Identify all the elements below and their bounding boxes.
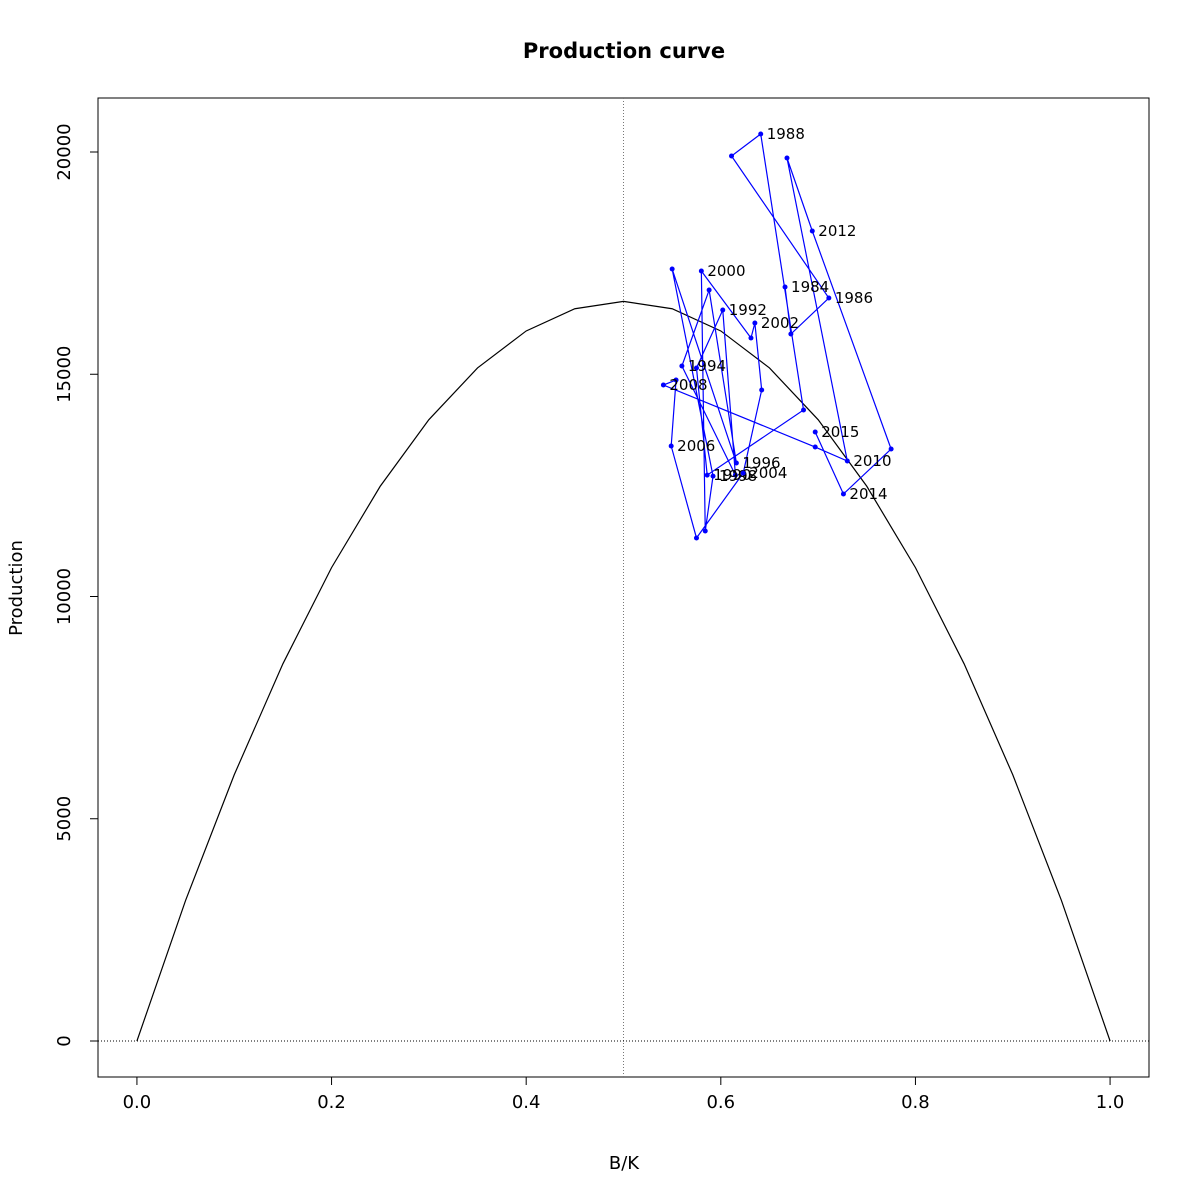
x-tick-label: 1.0 — [1096, 1092, 1125, 1113]
point-label: 2008 — [669, 376, 707, 394]
point-label: 1998 — [719, 467, 757, 485]
point — [673, 377, 679, 383]
point — [729, 153, 735, 159]
point — [888, 446, 894, 452]
y-tick-label: 5000 — [54, 796, 75, 842]
point-label: 2006 — [677, 437, 715, 455]
y-tick-label: 15000 — [54, 346, 75, 403]
point — [812, 429, 818, 435]
point — [826, 295, 832, 301]
point-label: 2004 — [749, 464, 787, 482]
point — [698, 268, 704, 274]
x-tick-label: 0.6 — [706, 1092, 735, 1113]
y-tick-label: 0 — [54, 1035, 75, 1046]
point — [669, 266, 675, 272]
x-tick-label: 0.2 — [317, 1092, 346, 1113]
point — [840, 491, 846, 497]
point — [733, 460, 739, 466]
x-tick-label: 0.8 — [901, 1092, 930, 1113]
point-label: 2015 — [821, 423, 859, 441]
point-label: 1986 — [835, 289, 873, 307]
point — [809, 228, 815, 234]
point — [668, 443, 674, 449]
point-label: 1988 — [767, 125, 805, 143]
y-tick-label: 10000 — [54, 568, 75, 625]
point — [679, 363, 685, 369]
point — [748, 335, 754, 341]
point — [704, 472, 710, 478]
production-curve — [136, 300, 1111, 1042]
point — [732, 472, 738, 478]
point — [660, 382, 666, 388]
point — [706, 287, 712, 293]
point-label: 2010 — [853, 452, 891, 470]
trajectory-line — [661, 132, 892, 540]
point-label: 2002 — [761, 314, 799, 332]
point — [752, 320, 758, 326]
x-tick-label: 0.4 — [512, 1092, 541, 1113]
point — [801, 407, 807, 413]
point — [844, 458, 850, 464]
x-tick-label: 0.0 — [123, 1092, 152, 1113]
point — [758, 131, 764, 137]
point — [784, 155, 790, 161]
y-tick-label: 20000 — [54, 123, 75, 180]
y-axis-label: Production — [6, 540, 27, 636]
point-label: 1990 — [713, 466, 751, 484]
point — [720, 307, 726, 313]
x-axis-label: B/K — [609, 1153, 640, 1174]
point — [693, 535, 699, 541]
point — [759, 387, 765, 393]
point — [740, 470, 746, 476]
point-label: 1992 — [729, 301, 767, 319]
point — [782, 284, 788, 290]
point-label: 1994 — [688, 357, 726, 375]
point — [702, 528, 708, 534]
point — [812, 444, 818, 450]
point — [693, 365, 699, 371]
point-label: 2000 — [707, 262, 745, 280]
point — [788, 331, 794, 337]
point-label: 1984 — [791, 278, 829, 296]
point-label: 2012 — [818, 222, 856, 240]
chart-title: Production curve — [523, 39, 725, 63]
point — [710, 473, 716, 479]
point-label: 2014 — [849, 485, 887, 503]
point-label: 1996 — [742, 454, 780, 472]
